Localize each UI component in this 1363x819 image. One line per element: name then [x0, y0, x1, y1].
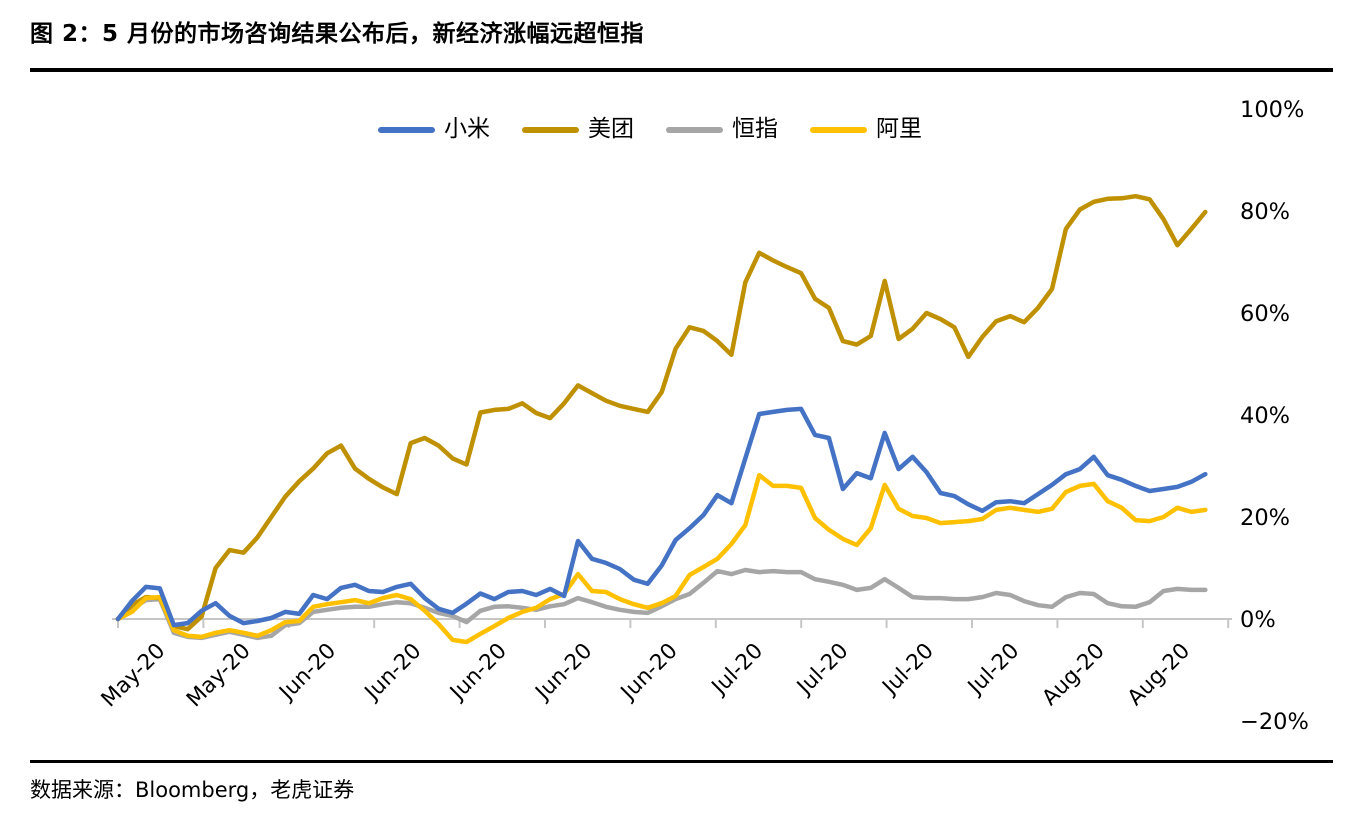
x-axis-label: Jul-20 [877, 639, 939, 701]
x-axis-label: Jun-20 [530, 639, 598, 707]
legend-item-xiaomi: 小米 [378, 118, 490, 141]
footer-divider [30, 760, 1333, 763]
series-line-xiaomi [115, 406, 1208, 628]
legend-item-meituan: 美团 [522, 118, 634, 141]
legend-item-hsi: 恒指 [666, 118, 778, 141]
chart-legend: 小米 美团 恒指 阿里 [0, 118, 1300, 141]
x-axis-label: May-20 [97, 639, 171, 713]
x-axis-label: Aug-20 [1037, 639, 1109, 711]
x-axis-label: Jul-20 [791, 639, 853, 701]
x-axis-label: Jun-20 [615, 639, 683, 707]
y-axis-label: 60% [1240, 301, 1290, 327]
legend-label-xiaomi: 小米 [444, 116, 490, 142]
x-axis-label: Jul-20 [962, 639, 1024, 701]
y-axis-label: 80% [1240, 199, 1290, 225]
data-source: 数据来源：Bloomberg，老虎证券 [30, 778, 355, 802]
legend-label-hsi: 恒指 [732, 116, 778, 142]
series-line-meituan [115, 193, 1208, 632]
x-axis-label: May-20 [182, 639, 256, 713]
legend-label-alibaba: 阿里 [876, 116, 922, 142]
x-axis-label: Jul-20 [706, 639, 768, 701]
x-axis-label: Jun-20 [273, 639, 341, 707]
x-axis-label: Jun-20 [359, 639, 427, 707]
legend-item-alibaba: 阿里 [810, 118, 922, 141]
x-axis-label: Jun-20 [444, 639, 512, 707]
legend-swatch-meituan [522, 126, 579, 133]
chart-title: 图 2：5 月份的市场咨询结果公布后，新经济涨幅远超恒指 [30, 21, 645, 47]
legend-swatch-hsi [666, 126, 723, 133]
y-axis-label: 0% [1240, 607, 1276, 633]
y-axis-label: 100% [1240, 97, 1304, 123]
y-axis-label: 40% [1240, 403, 1290, 429]
legend-label-meituan: 美团 [588, 116, 634, 142]
legend-swatch-xiaomi [378, 126, 435, 133]
x-axis-label: Aug-20 [1123, 639, 1195, 711]
legend-swatch-alibaba [810, 126, 867, 133]
title-divider [30, 68, 1333, 72]
y-axis-label: 20% [1240, 505, 1290, 531]
y-axis-label: −20% [1240, 709, 1309, 735]
series-line-alibaba [115, 472, 1208, 645]
